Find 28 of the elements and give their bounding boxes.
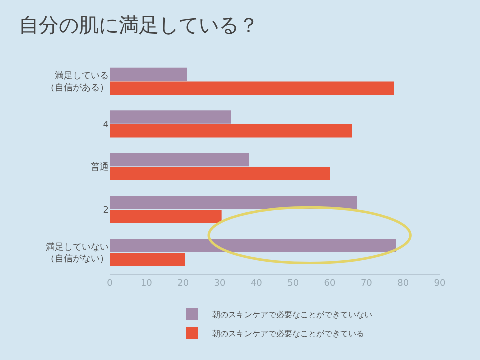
bar xyxy=(110,153,250,167)
x-tick-label: 80 xyxy=(398,278,410,289)
y-tick-label: 2 xyxy=(103,206,109,216)
bar xyxy=(110,110,231,124)
x-tick-label: 30 xyxy=(214,278,226,289)
y-tick-label: 普通 xyxy=(91,162,109,174)
y-tick-label: 満足している（自信がある） xyxy=(46,70,109,94)
legend-label: 朝のスキンケアで必要なことができていない xyxy=(212,310,372,320)
x-tick-label: 40 xyxy=(250,278,263,289)
x-tick-label: 20 xyxy=(178,278,190,289)
bar xyxy=(110,68,187,82)
x-tick-label: 50 xyxy=(288,278,300,289)
x-tick-label: 0 xyxy=(107,278,114,289)
bar xyxy=(110,124,352,138)
x-tick-label: 10 xyxy=(140,278,153,289)
bar xyxy=(110,167,330,181)
bar xyxy=(110,82,394,95)
x-tick-label: 60 xyxy=(324,278,336,289)
bar xyxy=(110,252,186,266)
legend-label: 朝のスキンケアで必要なことができている xyxy=(212,329,364,338)
bar xyxy=(110,210,222,224)
bar xyxy=(110,196,358,210)
y-tick-label: 満足していない（自信がない） xyxy=(46,242,109,265)
bar xyxy=(110,239,396,252)
y-tick-label: 4 xyxy=(103,120,110,130)
chart-title: 自分の肌に満足している？ xyxy=(19,13,260,37)
x-tick-label: 70 xyxy=(360,278,373,289)
x-tick-label: 90 xyxy=(434,278,446,289)
